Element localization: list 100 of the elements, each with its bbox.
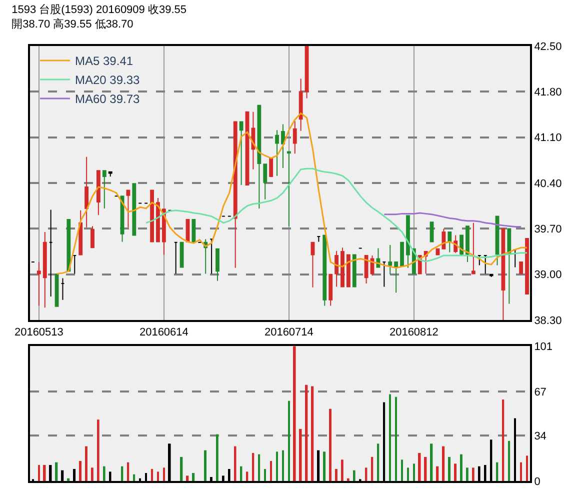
y-tick-label: 0: [534, 476, 540, 488]
candlestick: [78, 210, 83, 256]
candlestick: [501, 228, 506, 320]
legend-label: MA5 39.41: [75, 54, 134, 68]
bar: [311, 386, 314, 481]
bar: [121, 466, 124, 481]
bar: [371, 456, 374, 481]
candlestick: [281, 124, 285, 169]
bar: [103, 466, 106, 481]
bar: [127, 462, 130, 481]
bar: [460, 454, 462, 481]
bar: [496, 462, 498, 481]
y-tick-label: 42.50: [534, 40, 562, 53]
candlestick: [388, 244, 392, 275]
bar: [508, 440, 510, 481]
candlestick: [286, 151, 291, 227]
legend-label: MA60 39.73: [75, 92, 140, 106]
bar: [347, 478, 350, 481]
y-tick-label: 101: [534, 341, 553, 353]
y-tick-label: 39.00: [534, 269, 562, 282]
candlestick: [233, 121, 238, 268]
candlestick: [257, 104, 262, 209]
candlestick: [174, 242, 178, 274]
candlestick: [525, 238, 529, 294]
candlestick: [406, 215, 410, 268]
bar: [454, 464, 456, 481]
bar: [329, 408, 332, 481]
bar: [240, 466, 242, 481]
bar: [270, 460, 272, 481]
bar: [335, 468, 338, 481]
x-tick-label: 20160714: [264, 326, 314, 338]
bar: [472, 468, 474, 481]
bar: [246, 472, 248, 481]
bar: [365, 468, 368, 481]
candlestick: [507, 228, 512, 304]
candlestick: [90, 226, 94, 248]
candlestick: [96, 170, 100, 216]
candlestick: [519, 261, 524, 274]
candlestick: [263, 164, 268, 200]
candlestick: [48, 209, 53, 298]
candlestick: [298, 78, 303, 132]
bar: [305, 384, 308, 481]
bar: [91, 468, 94, 481]
candlestick: [72, 254, 77, 274]
candlestick: [340, 247, 344, 288]
bar: [353, 470, 356, 481]
bar: [395, 396, 397, 481]
legend-label: MA20 39.33: [75, 73, 140, 88]
bar: [430, 444, 433, 481]
bar: [442, 446, 445, 481]
candlestick: [483, 254, 488, 274]
bar: [85, 446, 88, 481]
line-series: [56, 112, 528, 274]
candlestick: [304, 46, 309, 99]
bar: [418, 452, 421, 481]
bar: [288, 400, 290, 481]
y-tick-label: 40.40: [534, 178, 562, 190]
candlestick: [430, 222, 434, 242]
candlestick: [394, 261, 398, 294]
bar: [389, 394, 392, 481]
y-tick-label: 41.80: [534, 86, 562, 99]
bar: [204, 450, 206, 481]
bar: [526, 456, 528, 481]
bar: [234, 446, 236, 481]
candlestick: [269, 158, 274, 177]
candlestick: [239, 121, 244, 186]
bar: [38, 464, 40, 481]
candlestick: [192, 219, 196, 244]
candlestick: [346, 254, 350, 288]
bar: [323, 452, 326, 481]
bar: [186, 476, 189, 481]
candlestick: [364, 254, 368, 284]
bar: [466, 468, 468, 481]
bar: [55, 462, 58, 481]
candlestick: [102, 170, 106, 209]
candlestick: [400, 242, 404, 268]
bar: [436, 466, 439, 481]
bar: [282, 450, 284, 481]
candlestick: [126, 190, 130, 228]
bar: [252, 452, 254, 481]
candlestick: [328, 274, 333, 306]
candlestick: [42, 231, 47, 308]
candlestick: [442, 228, 446, 250]
candlestick: [352, 254, 356, 288]
bar: [151, 468, 153, 481]
bar: [264, 468, 266, 481]
bar: [180, 456, 183, 481]
candlestick: [310, 242, 315, 288]
line-series: [383, 212, 522, 228]
y-tick-label: 39.70: [534, 224, 562, 236]
bar: [424, 456, 427, 481]
bar: [502, 400, 504, 481]
bar: [43, 464, 46, 481]
candlestick: [108, 171, 112, 177]
bar: [377, 444, 380, 481]
candlestick: [60, 278, 65, 300]
candlestick: [460, 234, 464, 256]
y-tick-label: 34: [534, 430, 546, 442]
candlestick: [322, 234, 327, 306]
candlestick: [334, 250, 339, 288]
